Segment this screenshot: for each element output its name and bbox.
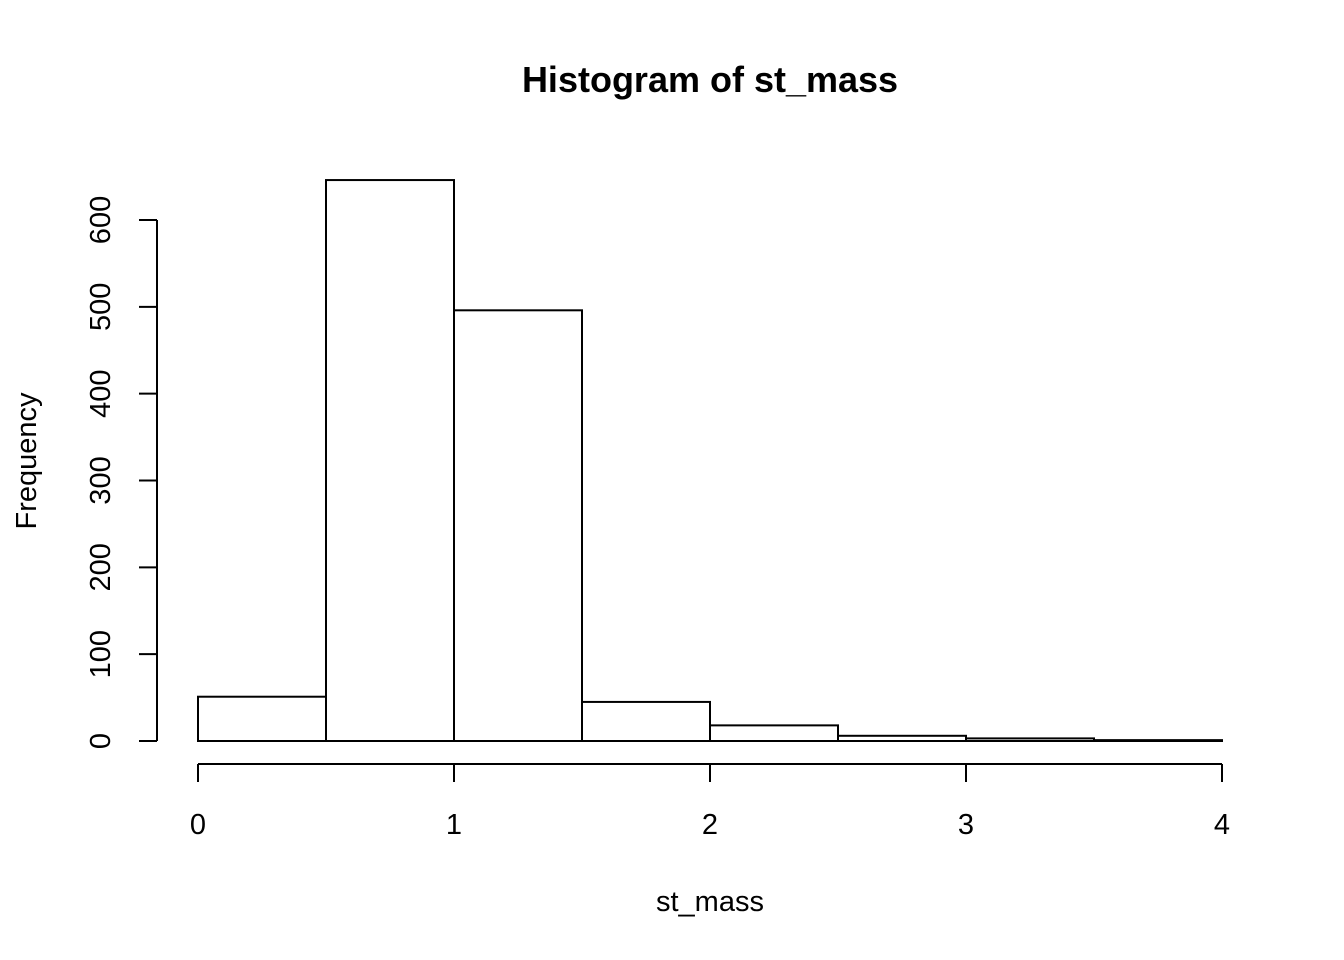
y-tick-label: 400 — [85, 369, 117, 417]
y-tick-label: 500 — [85, 283, 117, 331]
x-tick-label: 3 — [958, 809, 974, 841]
histogram-bar-4 — [709, 724, 839, 742]
histogram-bar-5 — [837, 734, 967, 742]
x-axis-label: st_mass — [656, 886, 764, 918]
histogram-bar-7 — [1093, 739, 1223, 742]
x-axis: 0 1 2 3 4 — [190, 763, 1230, 841]
x-tick-label: 1 — [446, 809, 462, 841]
x-tick-label: 0 — [190, 809, 206, 841]
histogram-bar-3 — [581, 700, 711, 742]
bars-group — [197, 179, 1223, 743]
histogram-bar-0 — [197, 695, 327, 743]
y-axis-label: Frequency — [11, 392, 43, 530]
y-tick-label: 200 — [85, 543, 117, 591]
y-tick-label: 100 — [85, 630, 117, 678]
y-tick-label: 0 — [85, 733, 117, 749]
x-tick-label: 4 — [1214, 809, 1230, 841]
chart-title: Histogram of st_mass — [522, 59, 898, 100]
y-axis: 0 100 200 300 400 500 600 — [85, 196, 158, 749]
histogram-bar-2 — [453, 309, 583, 742]
y-tick-label: 300 — [85, 456, 117, 504]
histogram-bar-6 — [965, 737, 1095, 743]
x-tick-label: 2 — [702, 809, 718, 841]
y-tick-label: 600 — [85, 196, 117, 244]
histogram-bar-1 — [325, 179, 455, 743]
